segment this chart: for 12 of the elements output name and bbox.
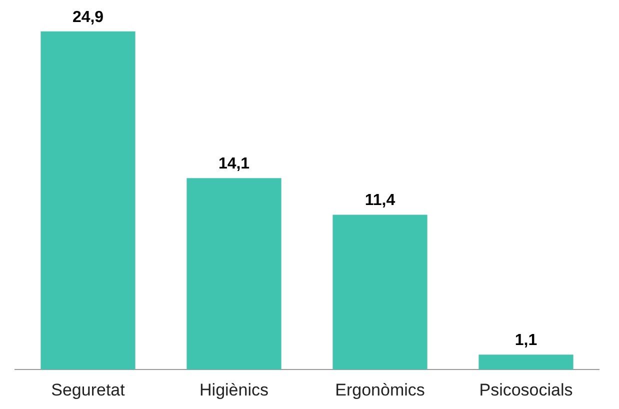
bar (478, 354, 574, 370)
data-label: 1,1 (514, 332, 538, 350)
data-label: 11,4 (364, 192, 396, 210)
bar (40, 31, 136, 370)
x-tick-label: Psicosocials (479, 380, 573, 400)
x-tick-label: Seguretat (51, 380, 126, 400)
bar (186, 178, 282, 370)
data-label: 14,1 (218, 155, 250, 172)
bar (332, 214, 428, 370)
data-label: 24,9 (72, 8, 104, 26)
x-tick-label: Higiènics (200, 380, 268, 400)
x-tick-label: Ergonòmics (335, 380, 425, 400)
